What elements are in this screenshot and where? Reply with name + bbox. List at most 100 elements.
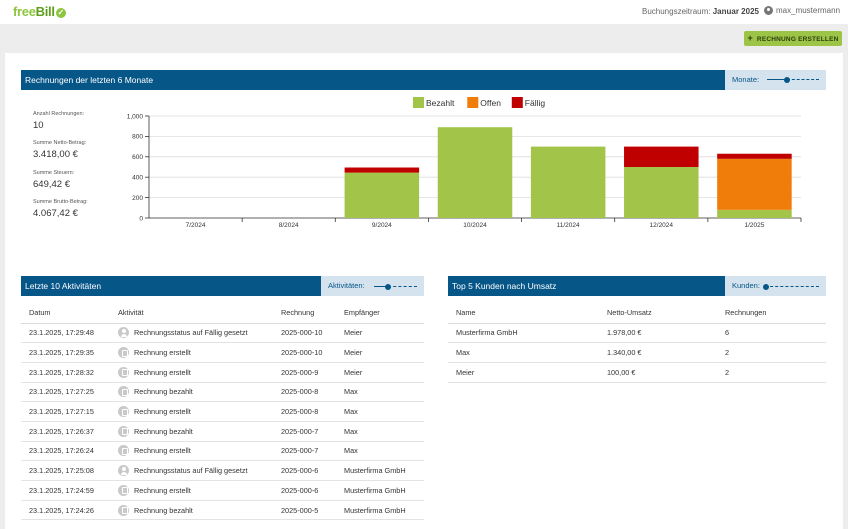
- activities-slider-thumb[interactable]: [385, 283, 391, 290]
- activity-date: 23.1.2025, 17:29:48: [21, 323, 110, 344]
- activity-row[interactable]: 23.1.2025, 17:24:59 Rechnung erstellt 2025…: [21, 480, 424, 501]
- activity-recipient: Musterfirma GmbH: [336, 500, 424, 521]
- months-slider-track-filled: [767, 79, 787, 80]
- activity-row[interactable]: 23.1.2025, 17:29:35 Rechnung erstellt 2025…: [21, 342, 424, 363]
- create-invoice-label: RECHNUNG ERSTELLEN: [756, 36, 839, 43]
- activity-row[interactable]: 23.1.2025, 17:28:32 Rechnung erstellt 2025…: [21, 362, 424, 383]
- activity-invoice-number[interactable]: 2025-000-10: [273, 323, 336, 344]
- months-slider-thumb[interactable]: [784, 76, 790, 83]
- activity-invoice-number[interactable]: 2025-000-8: [273, 401, 336, 422]
- activity-row[interactable]: 23.1.2025, 17:29:48 Rechnungsstatus auf F…: [21, 323, 424, 344]
- activity-recipient: Max: [336, 382, 424, 403]
- activity-text: Rechnung bezahlt: [134, 387, 193, 397]
- stat-invoice-count-label: Anzahl Rechnungen:: [33, 111, 85, 117]
- customer-name: Musterfirma GmbH: [448, 323, 599, 344]
- x-tick-label: 7/2024: [186, 222, 206, 229]
- column-header-net-revenue[interactable]: Netto-Umsatz: [599, 303, 717, 324]
- activity-invoice-number[interactable]: 2025-000-7: [273, 441, 336, 462]
- y-tick-label: 800: [132, 134, 143, 141]
- column-header-name[interactable]: Name: [448, 303, 599, 324]
- activity-row[interactable]: 23.1.2025, 17:27:15 Rechnung erstellt 2025…: [21, 401, 424, 422]
- invoices-panel-header: Rechnungen der letzten 6 Monate: [21, 70, 725, 90]
- column-header-invoice[interactable]: Rechnung: [273, 303, 336, 324]
- months-slider-track[interactable]: [787, 79, 819, 80]
- customers-panel-title: Top 5 Kunden nach Umsatz: [452, 281, 557, 291]
- customers-slider-thumb[interactable]: [763, 283, 769, 290]
- document-icon: [118, 386, 129, 398]
- activity-date: 23.1.2025, 17:27:25: [21, 382, 110, 403]
- y-tick-label: 0: [139, 215, 143, 222]
- column-header-activity[interactable]: Aktivität: [110, 303, 273, 324]
- activity-invoice-number[interactable]: 2025-000-6: [273, 480, 336, 501]
- stat-tax-sum-value: 649,42 €: [33, 179, 70, 190]
- activity-date: 23.1.2025, 17:24:26: [21, 500, 110, 521]
- activity-date: 23.1.2025, 17:25:08: [21, 460, 110, 481]
- document-icon: [118, 484, 129, 496]
- x-tick-label: 10/2024: [463, 222, 487, 229]
- column-header-invoice-count[interactable]: Rechnungen: [717, 303, 826, 324]
- document-icon: [118, 425, 129, 437]
- activity-invoice-number[interactable]: 2025-000-6: [273, 460, 336, 481]
- bar-bezahlt: [344, 172, 420, 218]
- x-tick-label: 1/2025: [744, 222, 764, 229]
- activity-text: Rechnung bezahlt: [134, 426, 193, 436]
- activity-recipient: Max: [336, 401, 424, 422]
- stat-gross-sum-label: Summe Brutto-Betrag:: [33, 199, 88, 205]
- customer-invoice-count: 6: [717, 323, 826, 344]
- activity-recipient: Meier: [336, 323, 424, 344]
- activities-panel-header: Letzte 10 Aktivitäten: [21, 276, 321, 296]
- activity-description: Rechnung bezahlt: [110, 382, 273, 403]
- activity-invoice-number[interactable]: 2025-000-10: [273, 342, 336, 363]
- activity-text: Rechnungsstatus auf Fällig gesetzt: [134, 328, 248, 338]
- user-name: max_mustermann: [776, 6, 841, 15]
- activity-row[interactable]: 23.1.2025, 17:24:26 Rechnung bezahlt 2025-…: [21, 500, 424, 521]
- activity-row[interactable]: 23.1.2025, 17:27:25 Rechnung bezahlt 2025-…: [21, 382, 424, 403]
- activity-invoice-number[interactable]: 2025-000-7: [273, 421, 336, 442]
- stat-net-sum-label: Summe Netto-Betrag:: [33, 140, 87, 146]
- activities-table: Datum Aktivität Rechnung Empfänger 23.1.…: [21, 303, 424, 521]
- create-invoice-button[interactable]: + RECHNUNG ERSTELLEN: [744, 31, 842, 46]
- column-header-date[interactable]: Datum: [21, 303, 110, 324]
- activity-date: 23.1.2025, 17:28:32: [21, 362, 110, 383]
- activity-row[interactable]: 23.1.2025, 17:25:08 Rechnungsstatus auf F…: [21, 460, 424, 481]
- activity-text: Rechnung erstellt: [134, 407, 191, 417]
- invoices-panel-title: Rechnungen der letzten 6 Monate: [25, 75, 154, 85]
- activity-invoice-number[interactable]: 2025-000-5: [273, 500, 336, 521]
- activity-description: Rechnung erstellt: [110, 401, 273, 422]
- activity-description: Rechnungsstatus auf Fällig gesetzt: [110, 460, 273, 481]
- activity-invoice-number[interactable]: 2025-000-9: [273, 362, 336, 383]
- user-menu[interactable]: max_mustermann: [764, 6, 840, 15]
- activities-slider-track[interactable]: [388, 286, 417, 287]
- activity-description: Rechnung bezahlt: [110, 500, 273, 521]
- activity-row[interactable]: 23.1.2025, 17:26:37 Rechnung bezahlt 2025-…: [21, 421, 424, 442]
- customers-panel-header: Top 5 Kunden nach Umsatz: [448, 276, 725, 296]
- column-header-recipient[interactable]: Empfänger: [336, 303, 424, 324]
- activity-recipient: Max: [336, 441, 424, 462]
- bar-bezahlt: [717, 209, 792, 218]
- booking-period[interactable]: Buchungszeitraum: Januar 2025: [642, 7, 759, 16]
- activity-row[interactable]: 23.1.2025, 17:26:24 Rechnung erstellt 2025…: [21, 441, 424, 462]
- customer-row[interactable]: Max 1.340,00 €2: [448, 342, 826, 363]
- activity-date: 23.1.2025, 17:26:24: [21, 441, 110, 462]
- stat-tax-sum-label: Summe Steuern:: [33, 170, 75, 176]
- plus-icon: +: [747, 33, 753, 43]
- activity-text: Rechnungsstatus auf Fällig gesetzt: [134, 466, 248, 476]
- activity-description: Rechnungsstatus auf Fällig gesetzt: [110, 323, 273, 344]
- x-tick-label: 8/2024: [279, 222, 299, 229]
- activity-description: Rechnung erstellt: [110, 362, 273, 383]
- customer-name: Max: [448, 342, 599, 363]
- customer-row[interactable]: Musterfirma GmbH 1.978,00 €6: [448, 323, 826, 344]
- app-logo[interactable]: freeBill ✓: [13, 4, 66, 19]
- stat-net-sum-value: 3.418,00 €: [33, 149, 78, 160]
- stat-gross-sum-value: 4.067,42 €: [33, 208, 78, 219]
- activity-invoice-number[interactable]: 2025-000-8: [273, 382, 336, 403]
- document-icon: [118, 347, 129, 359]
- y-tick-label: 600: [132, 154, 143, 161]
- person-icon: [118, 465, 129, 477]
- customers-slider-track[interactable]: [765, 286, 819, 287]
- months-slider-label: Monate:: [732, 75, 760, 84]
- legend-swatch-faellig: [511, 97, 523, 108]
- top-customers-table: Name Netto-Umsatz Rechnungen Musterfirma…: [448, 303, 826, 383]
- customer-row[interactable]: Meier 100,00 €2: [448, 362, 826, 383]
